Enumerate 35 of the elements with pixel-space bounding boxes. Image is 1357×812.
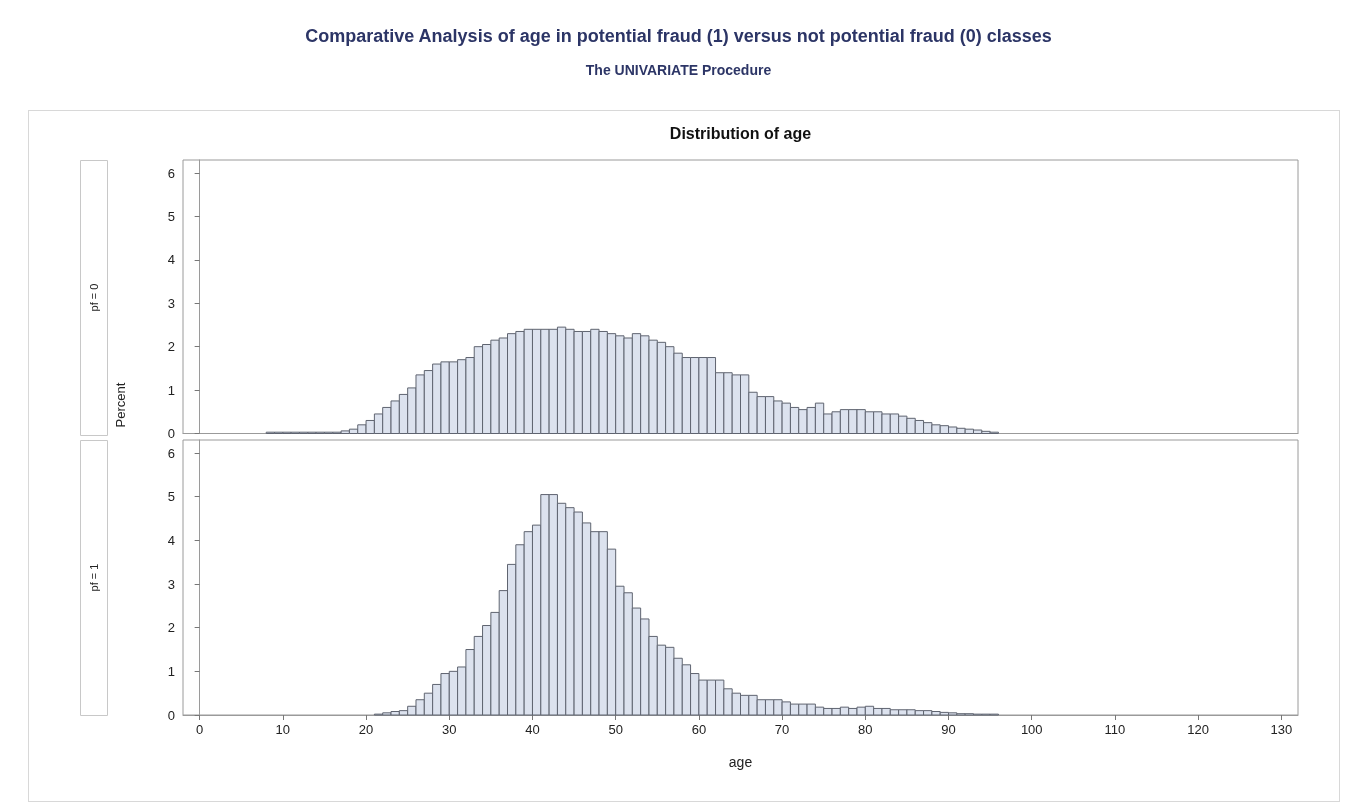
x-tick-label: 70 <box>774 722 790 737</box>
y-tick-label: 0 <box>167 426 175 441</box>
y-tick-label: 5 <box>167 208 175 224</box>
y-tick-label: 6 <box>167 165 175 181</box>
x-tick-label: 10 <box>275 722 291 737</box>
text: pf = 1 <box>88 563 100 592</box>
x-tick-label: 120 <box>1187 722 1209 737</box>
y-tick-label: 5 <box>167 489 175 505</box>
y-tick-label: 2 <box>167 339 175 355</box>
y-tick-label: 0 <box>167 707 175 723</box>
y-tick-label: 6 <box>167 445 175 461</box>
x-tick-label: 40 <box>525 722 540 737</box>
y-tick-label: 4 <box>167 532 175 548</box>
x-tick-label: 130 <box>1270 722 1293 737</box>
y-tick-label: 1 <box>167 663 175 679</box>
chart-subtitle: The UNIVARIATE Procedure <box>584 62 773 78</box>
x-axis-title: age <box>728 754 753 770</box>
y-tick-label: 4 <box>167 252 175 268</box>
y-tick-label: 3 <box>167 576 175 592</box>
y-tick-label: 2 <box>167 620 175 636</box>
text: pf = 0 <box>88 283 100 312</box>
x-tick-label: 60 <box>691 722 707 737</box>
chart-title: Comparative Analysis of age in potential fraud (1) versus not potential fraud (0) classes <box>304 26 1053 47</box>
x-tick-label: 80 <box>858 722 873 737</box>
y-tick-label: 3 <box>167 295 175 311</box>
x-tick-label: 50 <box>608 722 623 737</box>
x-tick-label: 110 <box>1104 722 1126 737</box>
x-tick-label: 100 <box>1020 722 1043 737</box>
x-tick-label: 90 <box>941 722 956 737</box>
x-tick-label: 20 <box>358 722 374 737</box>
y-tick-label: 1 <box>167 382 175 398</box>
x-tick-label: 0 <box>196 722 204 737</box>
y-axis-title: Percent <box>112 382 128 428</box>
text: Distribution of age <box>668 125 813 143</box>
x-tick-label: 30 <box>442 722 457 737</box>
